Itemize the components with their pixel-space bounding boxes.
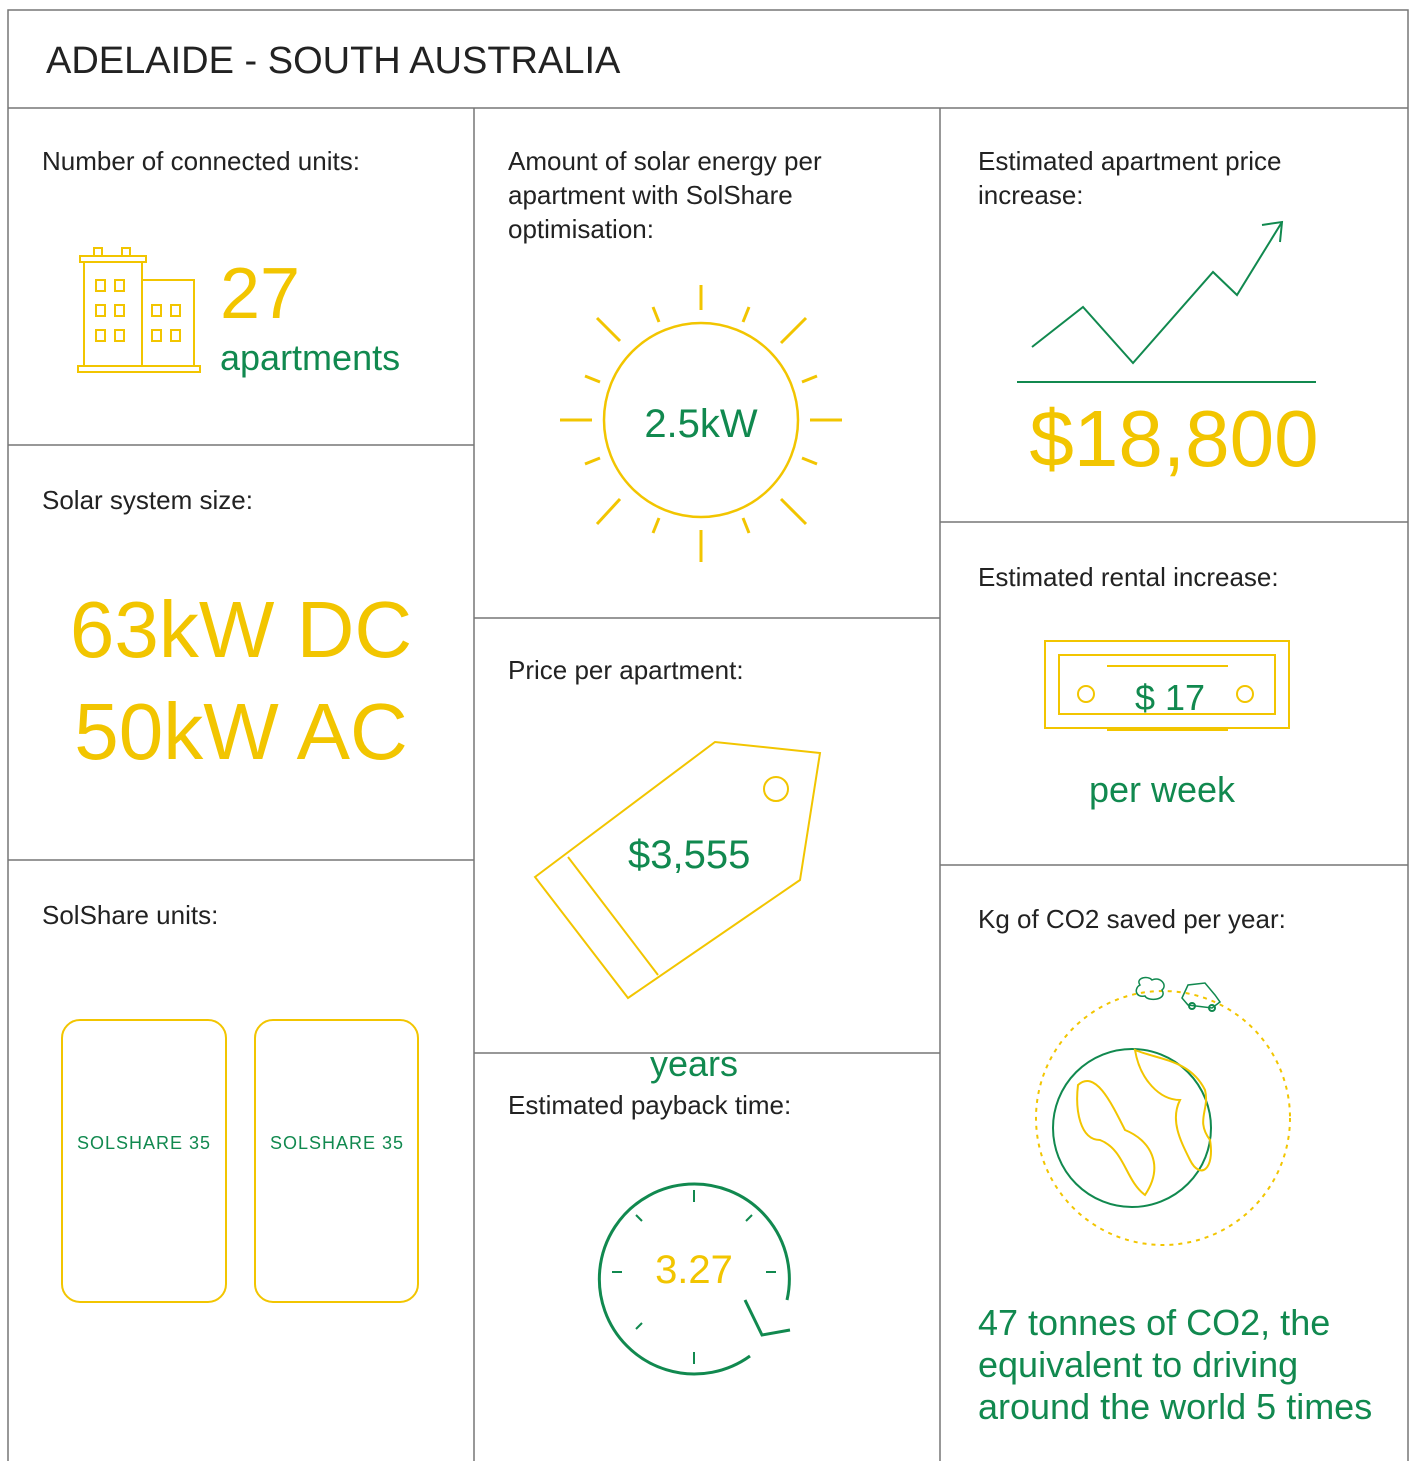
infographic: ADELAIDE - SOUTH AUSTRALIA Number of con…	[0, 0, 1410, 1461]
big-value: 27	[220, 256, 300, 332]
value: 3.27	[594, 1248, 794, 1292]
label: Solar system size:	[42, 483, 253, 517]
big-value: 50kW AC	[8, 690, 474, 774]
growth-icon	[1017, 222, 1316, 382]
title: ADELAIDE - SOUTH AUSTRALIA	[46, 38, 620, 84]
value: $ 17	[1070, 678, 1270, 718]
label: Amount of solar energy per apartment wit…	[508, 144, 888, 246]
label: Price per apartment:	[508, 653, 744, 687]
label: Number of connected units:	[42, 144, 360, 178]
unit: per week	[1062, 770, 1262, 810]
label: SolShare units:	[42, 898, 218, 932]
value: 2.5kW	[601, 402, 801, 446]
label: Estimated rental increase:	[978, 560, 1279, 594]
unit: apartments	[220, 338, 400, 378]
unit-box	[255, 1020, 418, 1302]
big-value: 63kW DC	[8, 588, 474, 672]
unit-name: SOLSHARE 35	[62, 1132, 226, 1154]
unit-box	[62, 1020, 226, 1302]
globe-icon	[1036, 978, 1290, 1245]
value: $3,555	[628, 833, 750, 877]
unit-name: SOLSHARE 35	[255, 1132, 419, 1154]
unit: years	[594, 1044, 794, 1084]
label: Kg of CO2 saved per year:	[978, 902, 1286, 936]
label: Estimated payback time:	[508, 1088, 791, 1122]
building-icon	[78, 248, 200, 372]
big-value: $18,800	[940, 396, 1408, 482]
label: Estimated apartment price increase:	[978, 144, 1298, 212]
co2-text: 47 tonnes of CO2, the equivalent to driv…	[978, 1302, 1378, 1428]
